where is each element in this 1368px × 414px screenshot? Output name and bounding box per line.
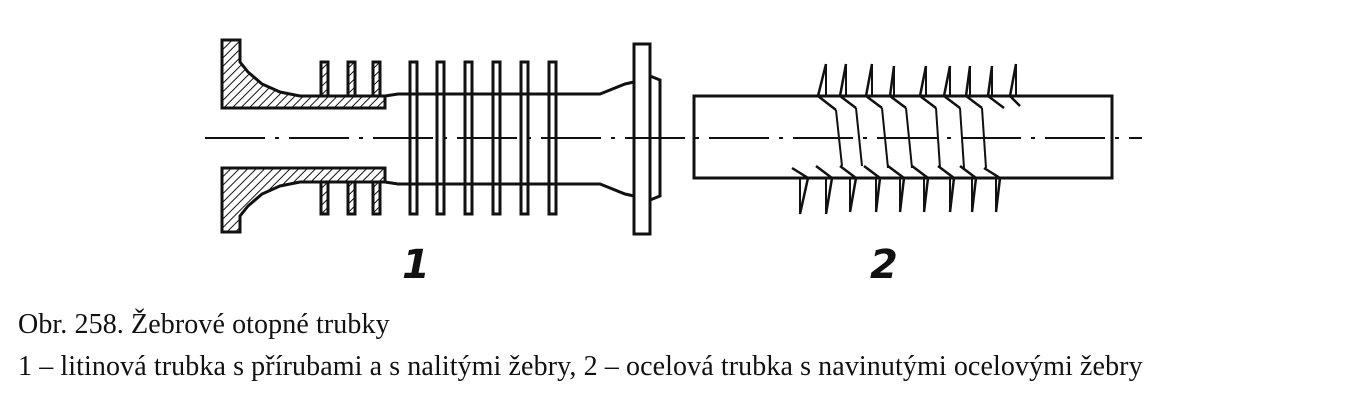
figure-caption: Obr. 258. Žebrové otopné trubky 1 – liti… (18, 304, 1358, 388)
left-flange-section-top (220, 38, 387, 110)
caption-title: Obr. 258. Žebrové otopné trubky (18, 309, 390, 340)
cast-iron-finned-pipe (220, 38, 662, 236)
sectioned-fins-top (319, 60, 382, 98)
figure-drawing: 1 2 (205, 38, 1142, 288)
part-label-1: 1 (402, 242, 430, 288)
caption-description: 1 – litinová trubka s přírubami a s nali… (18, 351, 1143, 382)
wound-fins-bottom (791, 165, 1002, 215)
pipe1-body (384, 80, 635, 198)
left-flange-section-bottom (220, 166, 387, 234)
part-label-2: 2 (870, 242, 898, 288)
pipe1-bore (222, 106, 385, 170)
sectioned-fins-bottom (319, 180, 382, 216)
wound-fins-top (816, 63, 1021, 111)
cast-fins (408, 60, 558, 216)
steel-wound-fin-pipe (692, 63, 1114, 215)
fin-crossings (835, 107, 987, 169)
